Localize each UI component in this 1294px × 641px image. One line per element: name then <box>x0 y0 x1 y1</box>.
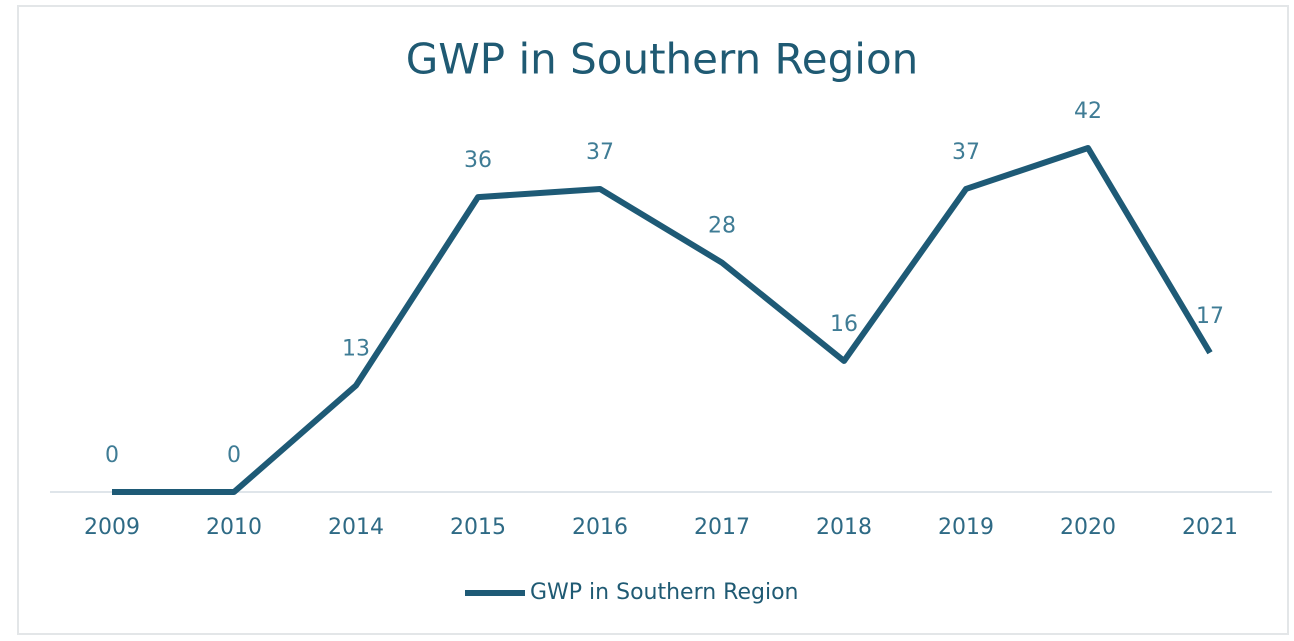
x-tick-label: 2014 <box>328 515 384 540</box>
data-label: 36 <box>464 148 492 173</box>
x-tick-label: 2018 <box>816 515 872 540</box>
data-label: 17 <box>1196 304 1224 329</box>
x-tick-label: 2019 <box>938 515 994 540</box>
data-label: 0 <box>227 443 241 468</box>
x-tick-label: 2017 <box>694 515 750 540</box>
legend-label: GWP in Southern Region <box>530 580 799 605</box>
x-tick-label: 2015 <box>450 515 506 540</box>
x-tick-label: 2016 <box>572 515 628 540</box>
x-tick-label: 2021 <box>1182 515 1238 540</box>
x-tick-label: 2020 <box>1060 515 1116 540</box>
chart: GWP in Southern Region 2009 2010 2014 2015 2… <box>0 0 1294 641</box>
x-tick-label: 2010 <box>206 515 262 540</box>
data-label: 42 <box>1074 99 1102 124</box>
data-label: 13 <box>342 337 370 362</box>
data-label: 37 <box>586 140 614 165</box>
data-label: 28 <box>708 214 736 239</box>
data-label: 16 <box>830 312 858 337</box>
data-label: 37 <box>952 140 980 165</box>
x-tick-label: 2009 <box>84 515 140 540</box>
data-label: 0 <box>105 443 119 468</box>
chart-title: GWP in Southern Region <box>406 35 919 84</box>
